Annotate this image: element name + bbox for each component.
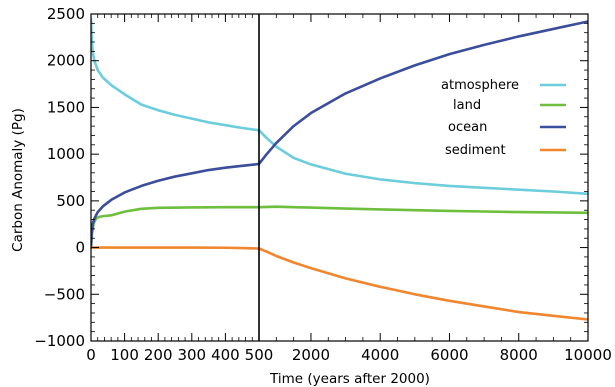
series-line-land [91,205,588,249]
y-tick-label: 2500 [47,5,85,23]
series-line-atmosphere [91,17,588,196]
legend: atmosphere land ocean sediment [441,78,566,158]
y-tick-label: −500 [44,285,85,303]
series-layer [91,17,588,321]
x-tick-label: 4000 [361,346,399,364]
x-tick-label: 300 [177,346,206,364]
x-tick-label: 2000 [292,346,330,364]
y-tick-label: 0 [75,239,85,257]
plot-frame [90,13,589,342]
x-tick-label: 500 [245,346,274,364]
y-tick-label: −1000 [34,332,85,350]
axes-layer: −1000 −500 0 500 1000 1500 2000 2500 0 100 200 300 4… [34,5,612,364]
x-tick-label: 6000 [430,346,468,364]
y-tick-label: 1000 [47,145,85,163]
x-tick-label: 10000 [564,346,612,364]
legend-label-sediment: sediment [445,143,506,158]
series-line-sediment [91,246,588,321]
y-tick-label: 1500 [47,98,85,116]
x-tick-label: 200 [144,346,173,364]
y-tick-label: 500 [56,192,85,210]
x-tick-label: 8000 [500,346,538,364]
legend-label-atmosphere: atmosphere [441,78,519,93]
x-tick-label: 400 [211,346,240,364]
legend-label-ocean: ocean [448,120,487,135]
legend-label-land: land [453,98,481,113]
x-axis-title: Time (years after 2000) [269,371,430,387]
y-axis-title: Carbon Anomaly (Pg) [10,108,26,252]
y-tick-label: 2000 [47,52,85,70]
series-line-ocean [91,20,588,249]
x-tick-label: 0 [86,346,96,364]
x-tick-label: 100 [110,346,139,364]
